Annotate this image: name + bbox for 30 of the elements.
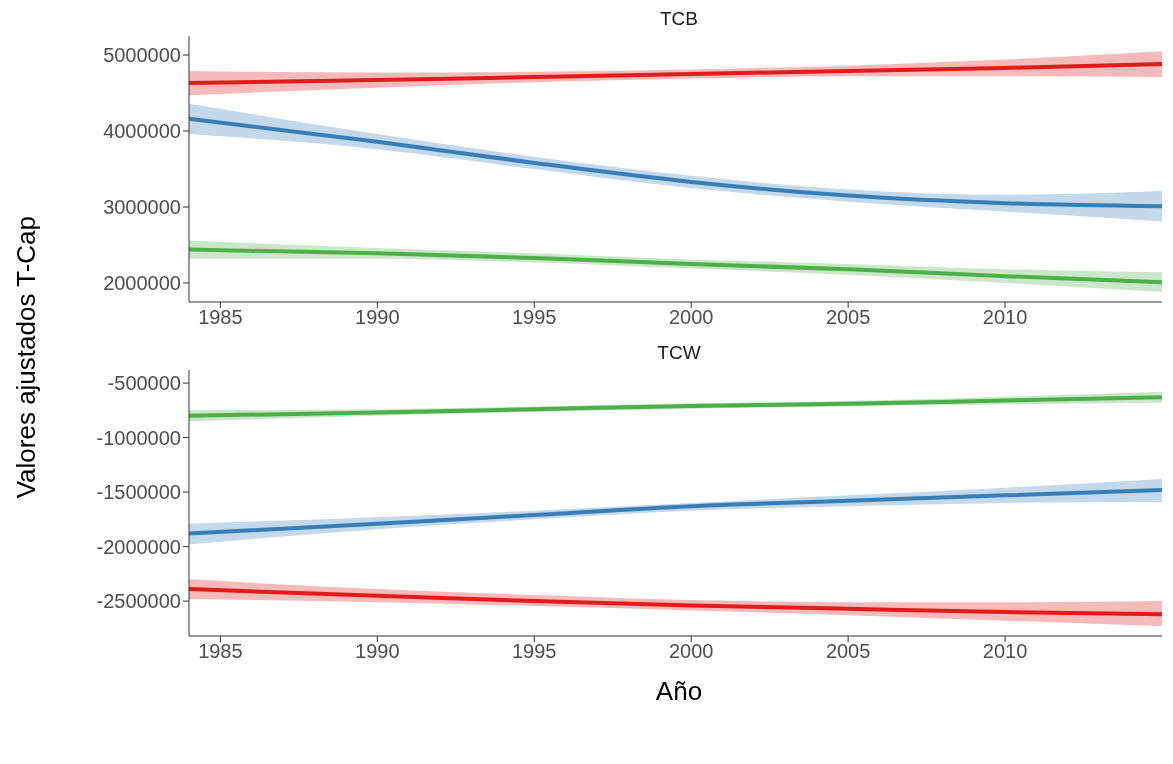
y-tick-label: -2500000 <box>96 590 181 613</box>
x-tick-label: 2010 <box>982 640 1028 663</box>
line-series <box>189 487 1162 536</box>
chart-title: TCW <box>656 342 702 365</box>
chart-title: TCB <box>659 8 699 31</box>
x-tick-label: 2000 <box>668 306 714 329</box>
x-tick-label: 1985 <box>198 640 243 663</box>
y-tick-label: -500000 <box>107 372 181 395</box>
x-tick-label: 1985 <box>198 306 243 329</box>
line-series <box>189 62 1162 86</box>
line-series <box>189 587 1162 617</box>
x-tick-label: 2000 <box>668 640 714 663</box>
y-axis-title: Valores ajustados T-Cap <box>10 216 42 499</box>
x-tick-label: 1990 <box>355 640 400 663</box>
x-tick-label: 1995 <box>512 306 557 329</box>
x-tick-label: 2005 <box>825 640 871 663</box>
line-series <box>189 247 1162 285</box>
y-tick-label: -1500000 <box>96 481 181 504</box>
y-tick-label: 3000000 <box>103 196 181 219</box>
x-tick-label: 1990 <box>355 306 400 329</box>
x-tick-label: 1995 <box>512 640 557 663</box>
y-tick-label: 4000000 <box>103 120 181 143</box>
x-tick-label: 2005 <box>825 306 871 329</box>
line-series <box>189 116 1162 209</box>
x-tick-label: 2010 <box>982 306 1028 329</box>
y-tick-label: 5000000 <box>103 44 181 67</box>
y-tick-label: -1000000 <box>96 426 181 449</box>
y-tick-label: 2000000 <box>103 272 181 295</box>
y-tick-label: -2000000 <box>96 535 181 558</box>
x-axis-title: Año <box>654 676 704 707</box>
